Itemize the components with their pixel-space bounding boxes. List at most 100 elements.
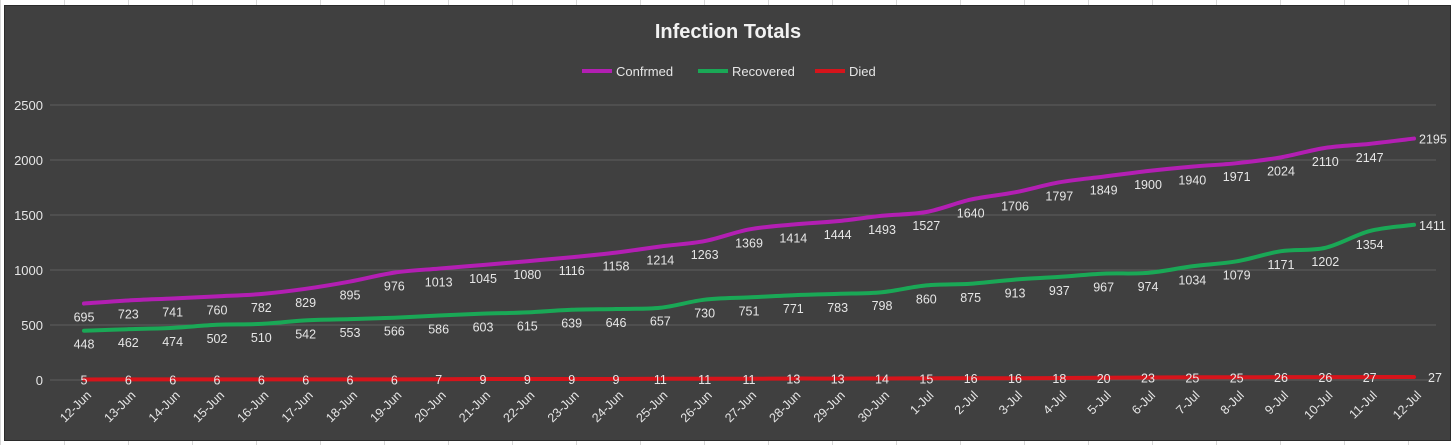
data-label: 9	[524, 373, 531, 387]
data-label: 20	[1097, 372, 1111, 386]
data-label: 25	[1185, 371, 1199, 385]
x-tick-label: 11-Jul	[1346, 388, 1379, 421]
data-label: 25	[1230, 371, 1244, 385]
data-label: 974	[1138, 280, 1159, 294]
data-label: 1013	[425, 276, 453, 290]
data-label: 586	[428, 323, 449, 337]
data-label: 13	[831, 373, 845, 387]
data-label: 723	[118, 307, 139, 321]
legend-item-recovered[interactable]: Recovered	[698, 64, 795, 79]
data-label: 751	[739, 304, 760, 318]
x-tick-label: 9-Jul	[1262, 388, 1291, 417]
data-label: 1849	[1090, 184, 1118, 198]
legend-label: Recovered	[732, 64, 795, 79]
y-tick-label: 1500	[14, 208, 43, 223]
data-label: 13	[786, 373, 800, 387]
x-tick-label: 26-Jun	[678, 388, 715, 425]
data-label: 1797	[1045, 189, 1073, 203]
data-label: 16	[1008, 372, 1022, 386]
data-label: 448	[74, 338, 95, 352]
data-label: 462	[118, 336, 139, 350]
data-label: 875	[960, 291, 981, 305]
x-tick-label: 29-Jun	[811, 388, 848, 425]
data-label: 1158	[603, 260, 630, 274]
x-tick-label: 21-Jun	[456, 388, 493, 425]
x-tick-label: 15-Jun	[190, 388, 227, 425]
data-label: 1354	[1356, 238, 1384, 252]
data-label: 6	[258, 373, 265, 387]
data-label: 741	[162, 305, 183, 319]
data-label: 1369	[735, 236, 763, 250]
x-tick-label: 25-Jun	[634, 388, 671, 425]
series-line-confrmed[interactable]	[82, 136, 1416, 306]
data-label: 11	[654, 373, 667, 387]
x-tick-label: 10-Jul	[1301, 388, 1335, 422]
data-label: 6	[347, 373, 354, 387]
chart-area[interactable]	[4, 5, 1451, 441]
data-label: 913	[1005, 287, 1026, 301]
y-tick-label: 0	[36, 373, 43, 388]
data-label: 510	[251, 331, 272, 345]
data-label: 502	[207, 332, 228, 346]
data-label: 6	[391, 373, 398, 387]
x-tick-label: 5-Jul	[1085, 388, 1114, 417]
x-tick-label: 17-Jun	[279, 388, 316, 425]
data-label: 474	[162, 335, 183, 349]
data-label: 1045	[469, 272, 497, 286]
series-line-died[interactable]	[82, 375, 1416, 382]
legend-item-confrmed[interactable]: Confrmed	[582, 64, 673, 79]
data-label: 16	[964, 372, 978, 386]
x-tick-label: 8-Jul	[1218, 388, 1247, 417]
data-label: 967	[1093, 281, 1114, 295]
y-tick-label: 2000	[14, 153, 43, 168]
data-label: 639	[561, 317, 582, 331]
data-label: 895	[340, 289, 361, 303]
data-label: 976	[384, 280, 405, 294]
data-label: 9	[480, 373, 487, 387]
data-label: 27	[1363, 371, 1377, 385]
data-label: 730	[694, 307, 715, 321]
data-label: 1080	[513, 268, 541, 282]
data-label: 2024	[1267, 164, 1295, 178]
series-line-recovered[interactable]	[82, 222, 1416, 333]
legend-label: Confrmed	[616, 64, 673, 79]
data-label: 23	[1141, 371, 1155, 385]
data-label: 6	[302, 373, 309, 387]
data-label: 1971	[1223, 170, 1251, 184]
data-label: 798	[872, 299, 893, 313]
x-tick-label: 4-Jul	[1040, 388, 1069, 417]
data-label: 1411	[1419, 219, 1446, 233]
data-label: 553	[340, 326, 361, 340]
data-label: 1116	[559, 264, 585, 278]
data-label: 7	[435, 373, 442, 387]
x-tick-label: 22-Jun	[501, 388, 538, 425]
data-label: 27	[1428, 371, 1442, 385]
data-label: 1444	[824, 228, 852, 242]
data-label: 2110	[1312, 155, 1339, 169]
x-tick-label: 7-Jul	[1173, 388, 1202, 417]
x-tick-label: 20-Jun	[412, 388, 449, 425]
data-label: 1263	[691, 248, 719, 262]
x-tick-label: 27-Jun	[722, 388, 759, 425]
data-label: 26	[1274, 371, 1288, 385]
data-label: 6	[214, 373, 221, 387]
x-tick-label: 1-Jul	[907, 388, 936, 417]
x-tick-label: 23-Jun	[545, 388, 582, 425]
legend-item-died[interactable]: Died	[815, 64, 876, 79]
gridlines	[50, 104, 1436, 381]
data-label: 829	[295, 296, 316, 310]
data-label: 6	[169, 373, 176, 387]
data-label: 566	[384, 325, 405, 339]
data-label: 1940	[1178, 174, 1206, 188]
data-label: 1414	[779, 231, 807, 245]
data-label: 1171	[1268, 258, 1295, 272]
y-tick-label: 500	[21, 318, 43, 333]
legend[interactable]: Confrmed Recovered Died	[582, 64, 876, 79]
data-label: 1640	[957, 207, 985, 221]
y-tick-label: 2500	[14, 98, 43, 113]
data-label: 14	[875, 372, 889, 386]
x-axis: 12-Jun 13-Jun 14-Jun 15-Jun 16-Jun 17-Jun 18-J…	[57, 388, 1424, 425]
data-label: 18	[1052, 372, 1066, 386]
